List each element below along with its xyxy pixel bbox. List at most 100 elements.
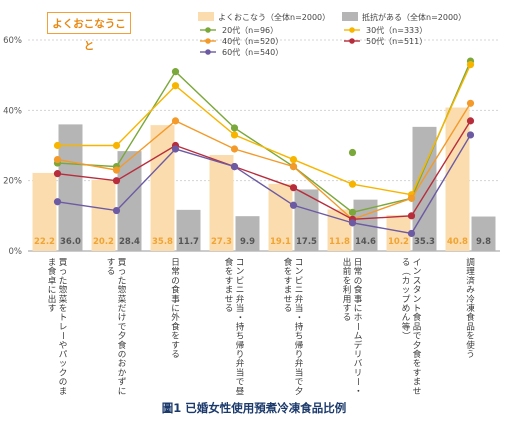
x-category-label-char: る <box>225 303 234 314</box>
x-category-label-char: 弁 <box>295 357 304 369</box>
chart-badge: よくおこなうこと <box>47 12 131 52</box>
series-point <box>53 155 62 164</box>
legend-label: 30代（n=333） <box>366 25 427 35</box>
x-category-label-char: を <box>343 275 352 286</box>
x-category-label-char: お <box>118 358 127 369</box>
legend-marker <box>205 27 211 33</box>
x-category-label-char: ー <box>57 331 67 340</box>
x-category-label-char: 品 <box>413 321 422 332</box>
x-category-label-char: 食 <box>171 284 180 296</box>
x-category-label-char: ま <box>59 386 68 397</box>
bar <box>58 124 83 251</box>
x-category-label-char: を <box>284 266 293 277</box>
legend-swatch <box>198 12 214 21</box>
x-category-label-char: 済 <box>466 274 475 286</box>
x-category-label-char: る <box>343 312 352 323</box>
x-category-label-char: を <box>171 331 180 342</box>
x-category-label-char: 夕 <box>413 339 422 351</box>
bar-data-label: 36.0 <box>60 237 81 247</box>
legend-label: 40代（n=520） <box>222 36 283 46</box>
x-category-label-char: 事 <box>354 293 363 305</box>
x-category-label-char: う <box>466 349 475 360</box>
x-category-label-char: レ <box>59 322 68 332</box>
x-category-label-char: 用 <box>343 294 352 305</box>
x-category-label-char: ニ <box>295 286 304 296</box>
x-category-label-char: 当 <box>236 366 245 378</box>
x-category-label-char: ト <box>59 313 68 323</box>
x-category-label-char: め <box>402 303 411 314</box>
x-category-label-char: 夕 <box>295 385 304 397</box>
x-category-label-char: す <box>171 340 180 351</box>
x-category-label-char: 当 <box>295 366 304 378</box>
x-category-label-char: ま <box>284 285 293 296</box>
x-category-label-char: ッ <box>59 359 68 369</box>
bar <box>176 209 201 251</box>
x-category-label-char: パ <box>59 349 68 360</box>
x-category-label-char: る <box>107 266 116 277</box>
x-category-label-char: バ <box>354 358 363 369</box>
x-category-label-char: 常 <box>354 265 363 277</box>
series-point <box>171 117 180 125</box>
x-category-label-char: に <box>48 285 57 296</box>
x-category-label-char: ま <box>225 285 234 296</box>
x-category-label-char: 弁 <box>295 293 304 305</box>
x-category-label-char: ） <box>400 331 411 340</box>
x-category-label-char: の <box>59 378 68 388</box>
x-category-label-char: っ <box>59 267 68 277</box>
bar <box>91 179 116 251</box>
bar-data-label: 22.2 <box>34 237 55 247</box>
bar-data-label: 27.3 <box>211 237 232 247</box>
x-category-label-char: 食 <box>118 339 127 351</box>
x-category-label-char: 食 <box>225 256 234 268</box>
x-category-label-char: 買 <box>59 257 68 268</box>
bar-label-layer: 22.2 20.2 35.8 27.3 19.1 11.8 10.2 40.8 36.0 28.4… <box>34 237 491 247</box>
series-point <box>289 155 298 164</box>
x-category-label-char: 食 <box>354 284 363 296</box>
series-line <box>57 134 472 235</box>
x-category-label-char: 食 <box>171 320 180 332</box>
y-axis: 0% 20% 40% 60% <box>3 36 22 257</box>
x-category-label-char: を <box>466 331 475 342</box>
x-category-label-char: す <box>284 275 293 286</box>
x-category-label-char: 使 <box>466 339 475 351</box>
x-category-label-char: 菜 <box>118 293 127 305</box>
x-category-label-char: 菜 <box>59 293 68 305</box>
x-category-label-char: カ <box>402 275 411 286</box>
x-category-label-char: 持 <box>236 320 245 332</box>
x-category-label-char: ン <box>295 267 304 277</box>
series-line <box>57 120 472 221</box>
x-category-label-char: 惣 <box>118 284 127 296</box>
x-category-label-char: ビ <box>236 275 245 286</box>
series-point <box>466 99 475 107</box>
bar-data-label: 11.8 <box>329 237 350 247</box>
y-tick-label: 40% <box>3 106 22 116</box>
x-category-label-char: に <box>118 386 127 397</box>
legend-marker <box>349 27 355 33</box>
x-category-label-char: ッ <box>402 286 411 296</box>
x-category-label-char: イ <box>413 258 422 268</box>
legend-label: 60代（n=540） <box>222 47 283 57</box>
x-category-label-char: コ <box>295 258 304 268</box>
legend: よくおこなう（全体n=2000） 抵抗がある（全体n=2000） 20代（n=96）… <box>198 12 466 57</box>
x-category-label-char: を <box>59 303 68 314</box>
x-category-label-char: 日 <box>354 257 363 268</box>
x-category-label-char: デ <box>354 339 363 351</box>
series-point <box>230 124 239 132</box>
x-category-label-char: り <box>295 349 304 360</box>
bar-data-label: 28.4 <box>119 237 140 247</box>
bar <box>235 216 260 251</box>
x-category-label-char: ク <box>59 367 68 378</box>
x-category-label-char: 常 <box>171 265 180 277</box>
series-line <box>57 102 472 221</box>
x-category-label-char: ホ <box>354 312 363 323</box>
x-category-label-char: ち <box>295 331 304 342</box>
x-category-label-char: を <box>225 266 234 277</box>
x-category-label-char: 帰 <box>295 339 304 351</box>
x-category-label-char: ニ <box>236 286 245 296</box>
x-category-label-char: 等 <box>402 320 411 332</box>
bar-data-label: 35.3 <box>414 237 435 247</box>
x-category-label-char: タ <box>413 285 422 296</box>
x-category-label-char: た <box>118 275 127 286</box>
series-point <box>348 148 357 157</box>
x-category-label-char: る <box>402 257 411 268</box>
